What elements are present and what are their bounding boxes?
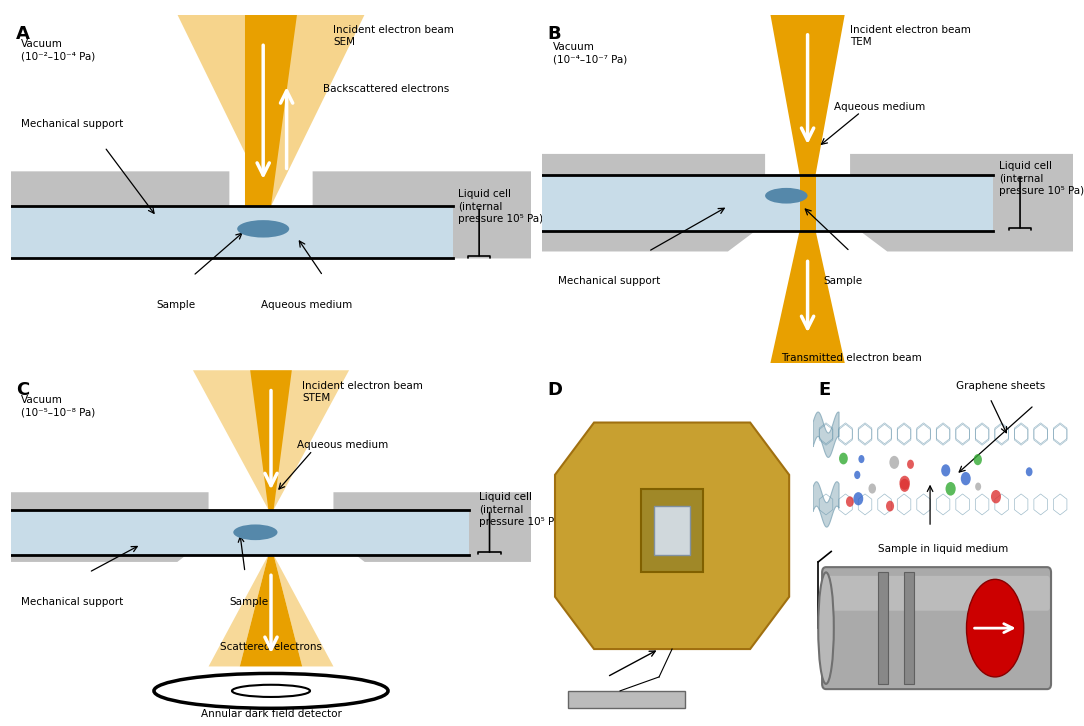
Polygon shape bbox=[240, 555, 302, 666]
Text: Transmitted electron beam: Transmitted electron beam bbox=[780, 353, 921, 363]
Text: Liquid cell
(internal
pressure 10⁵ Pa): Liquid cell (internal pressure 10⁵ Pa) bbox=[479, 492, 565, 527]
Text: Sample: Sample bbox=[824, 276, 863, 286]
Ellipse shape bbox=[889, 456, 899, 469]
Ellipse shape bbox=[846, 497, 854, 507]
Bar bbox=[904, 572, 915, 684]
Ellipse shape bbox=[900, 479, 909, 492]
Polygon shape bbox=[334, 492, 531, 562]
Text: Incident electron beam
STEM: Incident electron beam STEM bbox=[302, 380, 423, 403]
Bar bbox=[11, 206, 453, 258]
Ellipse shape bbox=[1025, 468, 1033, 476]
Bar bbox=[568, 691, 685, 709]
Ellipse shape bbox=[237, 220, 289, 237]
Polygon shape bbox=[193, 370, 349, 510]
Text: D: D bbox=[547, 380, 563, 399]
Ellipse shape bbox=[853, 492, 863, 505]
Bar bbox=[542, 175, 994, 231]
Ellipse shape bbox=[868, 484, 876, 494]
Ellipse shape bbox=[886, 501, 894, 512]
Text: Incident electron beam
SEM: Incident electron beam SEM bbox=[334, 25, 454, 47]
Text: B: B bbox=[547, 25, 560, 43]
Text: Backscattered electrons: Backscattered electrons bbox=[323, 84, 449, 94]
Text: Vacuum
(10⁻²–10⁻⁴ Pa): Vacuum (10⁻²–10⁻⁴ Pa) bbox=[22, 39, 95, 61]
Ellipse shape bbox=[859, 455, 864, 463]
Text: Annular dark field detector: Annular dark field detector bbox=[201, 709, 341, 719]
FancyBboxPatch shape bbox=[822, 567, 1051, 689]
Polygon shape bbox=[250, 370, 292, 510]
Text: Aqueous medium: Aqueous medium bbox=[260, 301, 352, 310]
Ellipse shape bbox=[967, 579, 1023, 677]
Polygon shape bbox=[11, 492, 208, 562]
Polygon shape bbox=[555, 423, 789, 649]
Ellipse shape bbox=[960, 472, 971, 485]
Text: A: A bbox=[16, 25, 30, 43]
Bar bbox=[641, 489, 704, 572]
Text: Liquid cell
(internal
pressure 10⁵ Pa): Liquid cell (internal pressure 10⁵ Pa) bbox=[998, 161, 1084, 196]
Polygon shape bbox=[813, 412, 839, 457]
Text: Mechanical support: Mechanical support bbox=[558, 276, 660, 286]
Polygon shape bbox=[542, 154, 765, 251]
Text: Incident electron beam
TEM: Incident electron beam TEM bbox=[850, 25, 971, 47]
Polygon shape bbox=[771, 231, 844, 363]
Text: Mechanical support: Mechanical support bbox=[22, 119, 124, 129]
Ellipse shape bbox=[854, 470, 861, 479]
Ellipse shape bbox=[941, 465, 951, 476]
Text: Graphene sheets: Graphene sheets bbox=[956, 380, 1045, 391]
Bar bbox=[654, 506, 691, 555]
Bar bbox=[800, 175, 815, 231]
Text: Sample: Sample bbox=[156, 301, 195, 310]
Text: Sample in liquid medium: Sample in liquid medium bbox=[878, 544, 1008, 555]
Text: Sample: Sample bbox=[230, 597, 269, 607]
Ellipse shape bbox=[900, 476, 909, 490]
Text: C: C bbox=[16, 380, 29, 399]
Ellipse shape bbox=[976, 483, 981, 491]
Text: Aqueous medium: Aqueous medium bbox=[297, 440, 388, 450]
Bar bbox=[878, 572, 889, 684]
Ellipse shape bbox=[765, 188, 808, 203]
Ellipse shape bbox=[839, 453, 848, 465]
Ellipse shape bbox=[973, 454, 982, 465]
Ellipse shape bbox=[991, 490, 1001, 503]
Text: Aqueous medium: Aqueous medium bbox=[835, 102, 926, 112]
Ellipse shape bbox=[907, 460, 914, 469]
Polygon shape bbox=[813, 482, 839, 527]
Polygon shape bbox=[245, 15, 297, 206]
Text: Scattered electrons: Scattered electrons bbox=[220, 642, 322, 652]
Polygon shape bbox=[312, 171, 531, 258]
Text: E: E bbox=[818, 380, 830, 399]
Bar bbox=[11, 510, 468, 555]
Text: Mechanical support: Mechanical support bbox=[22, 597, 124, 607]
Ellipse shape bbox=[945, 482, 956, 496]
Polygon shape bbox=[208, 555, 334, 666]
Ellipse shape bbox=[818, 572, 834, 684]
Polygon shape bbox=[11, 171, 230, 258]
Text: Vacuum
(10⁻⁵–10⁻⁸ Pa): Vacuum (10⁻⁵–10⁻⁸ Pa) bbox=[22, 395, 95, 417]
Ellipse shape bbox=[233, 524, 278, 540]
Text: Vacuum
(10⁻⁴–10⁻⁷ Pa): Vacuum (10⁻⁴–10⁻⁷ Pa) bbox=[553, 42, 627, 65]
Text: Liquid cell
(internal
pressure 10⁵ Pa): Liquid cell (internal pressure 10⁵ Pa) bbox=[459, 189, 543, 224]
Polygon shape bbox=[771, 15, 844, 175]
Polygon shape bbox=[178, 15, 364, 206]
Ellipse shape bbox=[232, 685, 310, 697]
FancyBboxPatch shape bbox=[824, 576, 1049, 611]
Polygon shape bbox=[850, 154, 1073, 251]
